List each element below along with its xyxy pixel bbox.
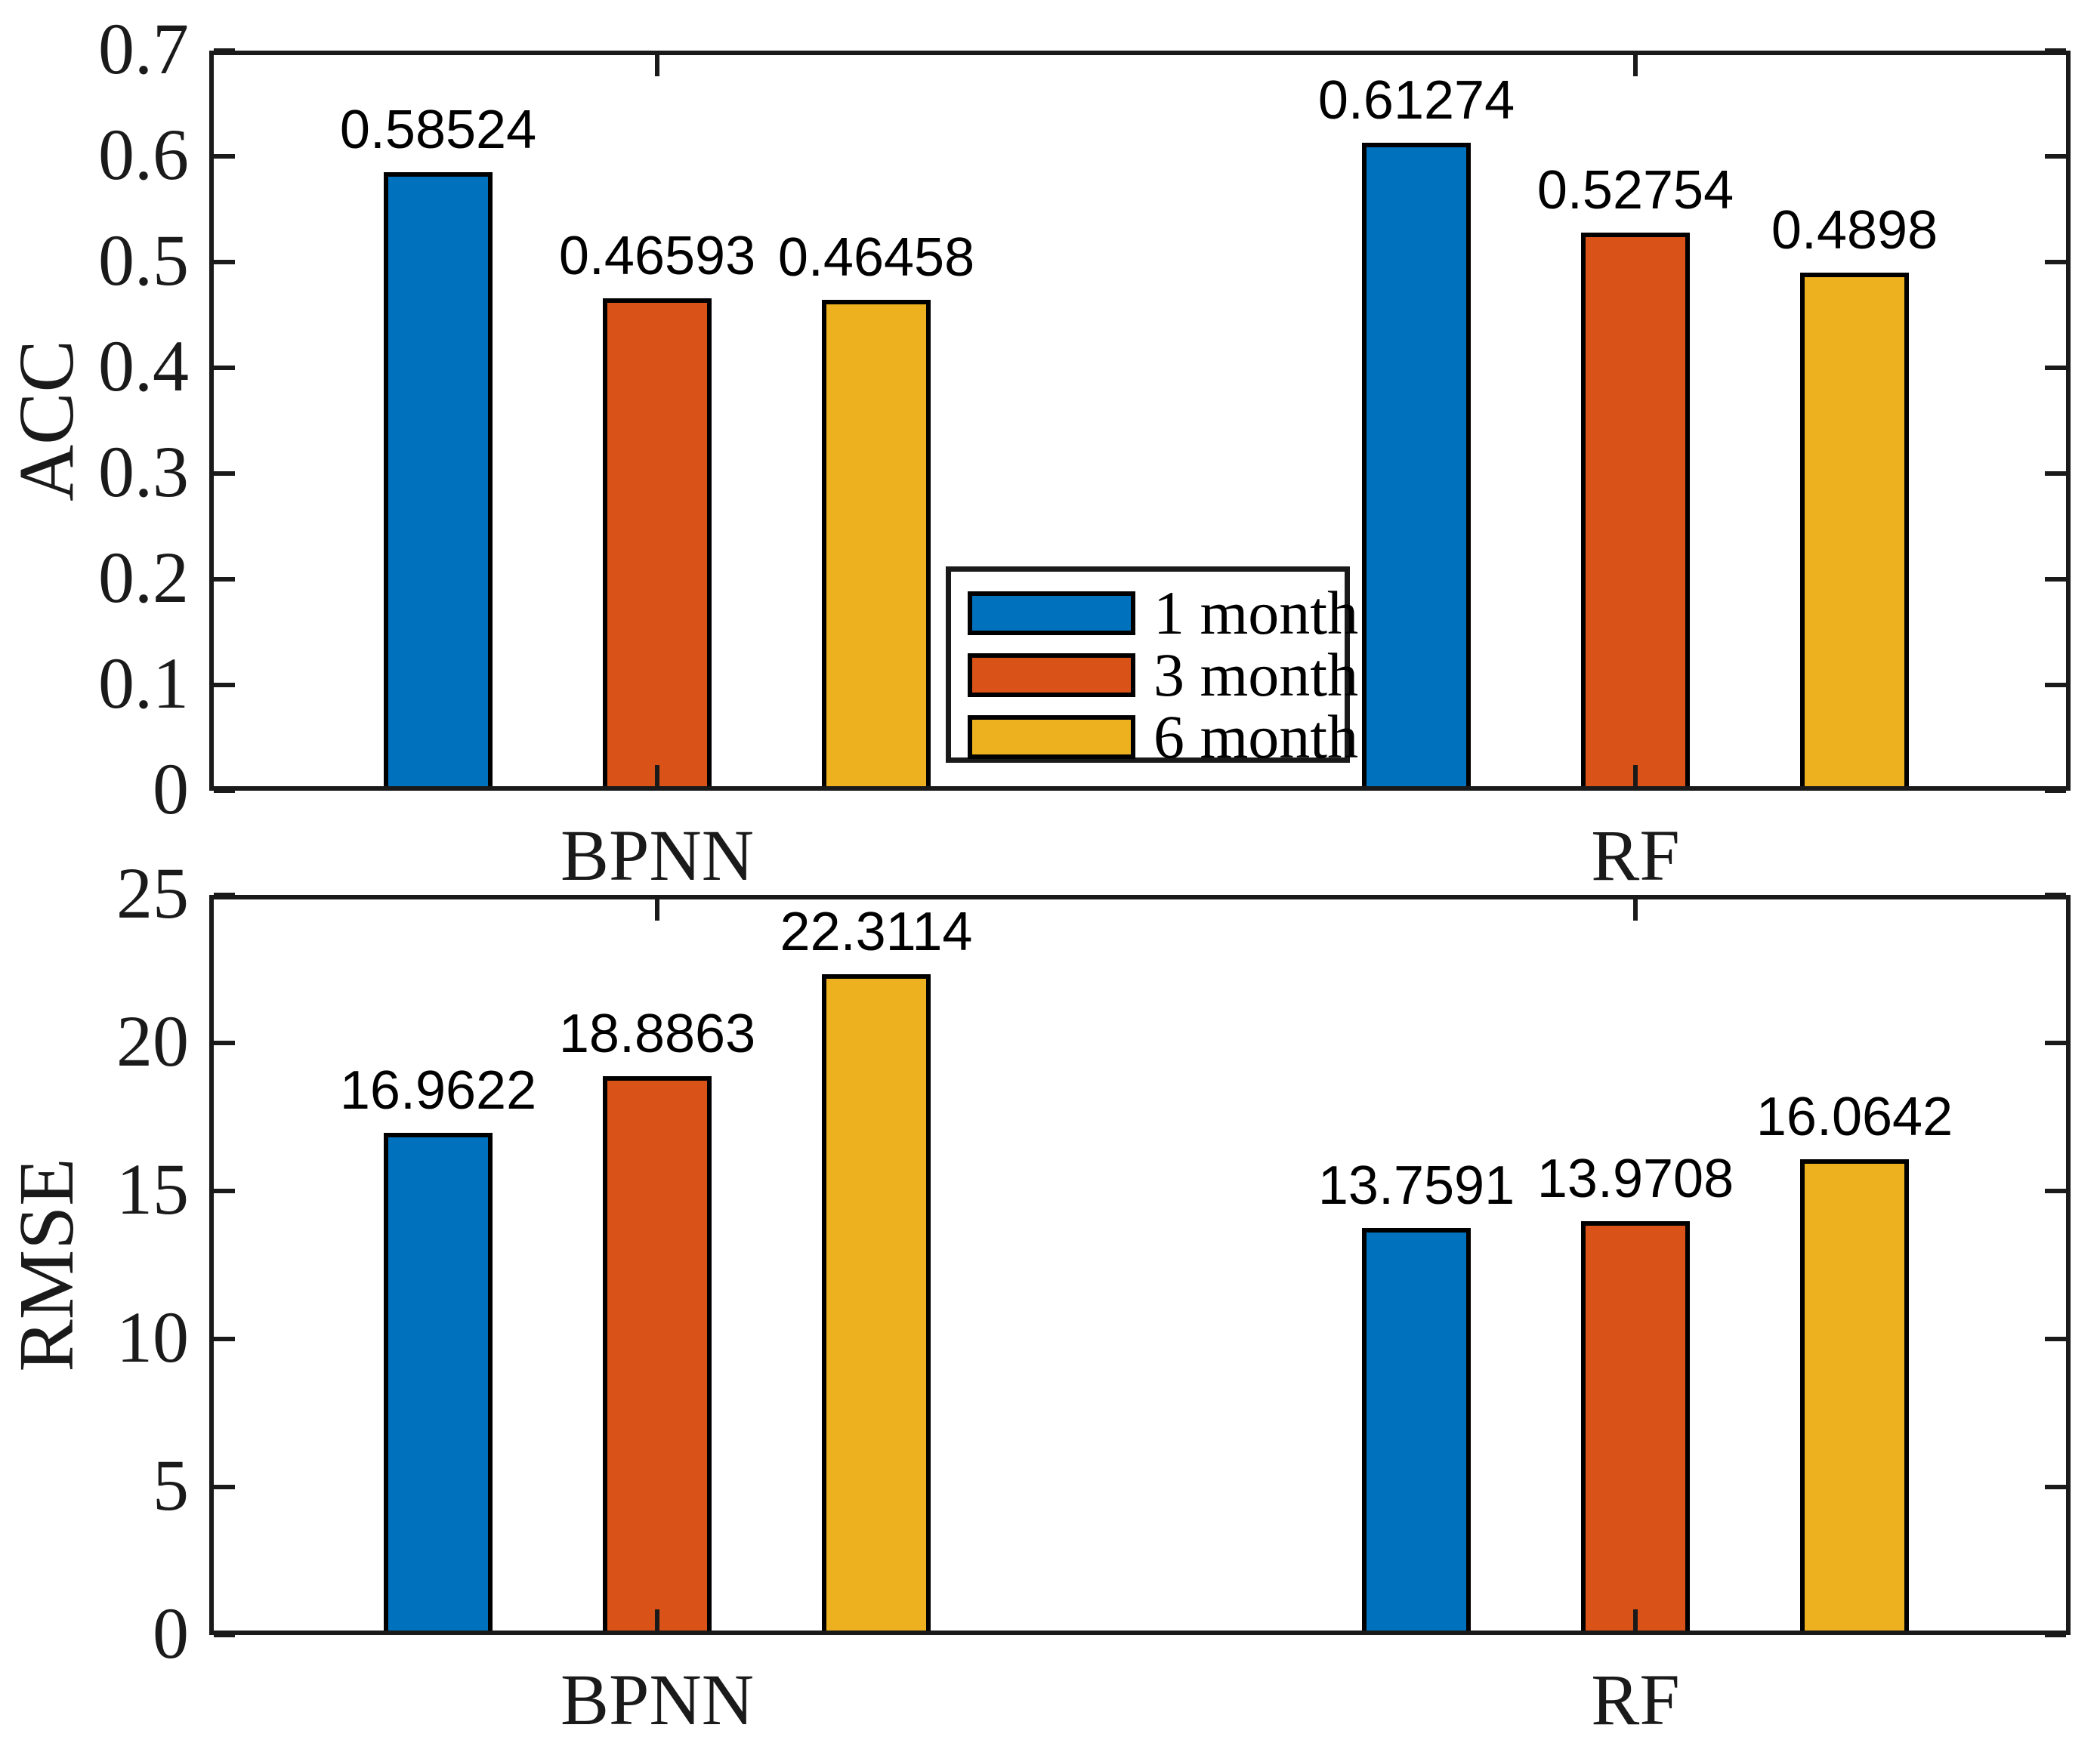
y-tick-left [214,683,235,687]
bar-bpnn-1-month [384,171,493,791]
value-label: 0.58524 [339,99,537,160]
y-tick-right [2045,48,2066,53]
legend-label: 6 month [1153,702,1359,771]
value-label: 18.8863 [558,1003,756,1064]
y-tick-right [2045,683,2066,687]
y-tick-right [2045,893,2066,897]
bar-rf-6-month [1800,273,1909,791]
y-tick-label: 0.5 [98,220,189,301]
value-label: 22.3114 [780,902,973,963]
y-tick-right [2045,1485,2066,1489]
value-label: 0.52754 [1536,160,1734,221]
y-tick-label: 5 [153,1445,189,1526]
bar-bpnn-3-month [603,1075,712,1635]
y-tick-label: 20 [116,1001,189,1082]
x-tick-bottom [655,1609,659,1631]
y-tick-label: 0.4 [98,325,189,407]
x-tick-top [1633,899,1638,921]
y-tick-right [2045,366,2066,370]
x-tick-top [655,55,659,76]
x-tick-label-bpnn: BPNN [560,815,755,896]
y-tick-label: 0.6 [98,114,189,196]
value-label: 0.4898 [1771,200,1938,261]
y-tick-left [214,1189,235,1193]
y-tick-label: 25 [116,853,189,934]
y-tick-left [214,788,235,793]
bar-bpnn-1-month [384,1133,493,1635]
legend-item: 3 month [968,644,1358,706]
y-tick-right [2045,260,2066,264]
x-tick-bottom [1633,1609,1638,1631]
bar-bpnn-6-month [822,299,931,791]
legend-label: 1 month [1153,578,1359,647]
y-tick-right [2045,1189,2066,1193]
bar-rf-3-month [1581,233,1690,791]
bar-rf-3-month [1581,1221,1690,1635]
y-tick-left [214,260,235,264]
bar-rf-1-month [1362,1227,1471,1635]
y-tick-left [214,1041,235,1045]
value-label: 13.7591 [1317,1155,1515,1216]
x-tick-label-bpnn: BPNN [560,1659,755,1737]
y-tick-left [214,577,235,582]
bar-rf-1-month [1362,143,1471,791]
y-tick-right [2045,1337,2066,1341]
y-tick-left [214,1633,235,1637]
x-tick-top [1633,55,1638,76]
y-tick-label: 0 [153,748,189,830]
legend-swatch [968,653,1135,697]
bar-rf-6-month [1800,1159,1909,1635]
y-tick-label: 0.7 [98,8,189,90]
y-tick-left [214,48,235,53]
value-label: 16.0642 [1756,1087,1953,1148]
value-label: 16.9622 [339,1060,537,1121]
x-tick-label-rf: RF [1591,1659,1680,1737]
y-tick-label: 15 [116,1149,189,1230]
y-tick-left [214,893,235,897]
legend-label: 3 month [1153,640,1359,709]
y-tick-right [2045,1633,2066,1637]
x-tick-bottom [655,765,659,786]
legend-item: 1 month [968,582,1358,644]
y-tick-label: 0.2 [98,537,189,619]
y-tick-left [214,471,235,476]
legend-item: 6 month [968,706,1358,768]
y-tick-left [214,366,235,370]
y-tick-label: 0 [153,1593,189,1674]
y-tick-right [2045,577,2066,582]
y-tick-left [214,1337,235,1341]
legend: 1 month 3 month 6 month [946,566,1358,768]
y-tick-left [214,1485,235,1489]
y-tick-left [214,154,235,159]
value-label: 13.9708 [1536,1149,1734,1210]
y-tick-label: 10 [116,1297,189,1378]
x-tick-bottom [1633,765,1638,786]
x-tick-label-rf: RF [1591,815,1680,896]
value-label: 0.61274 [1317,70,1515,131]
x-tick-top [655,899,659,921]
legend-swatch [968,715,1135,759]
y-tick-right [2045,154,2066,159]
y-tick-right [2045,471,2066,476]
legend-swatch [968,591,1135,635]
y-tick-right [2045,788,2066,793]
bar-bpnn-6-month [822,974,931,1635]
value-label: 0.46458 [777,227,975,288]
value-label: 0.46593 [558,225,756,286]
y-tick-label: 0.3 [98,431,189,513]
y-tick-right [2045,1041,2066,1045]
y-tick-label: 0.1 [98,643,189,724]
bar-bpnn-3-month [603,298,712,791]
